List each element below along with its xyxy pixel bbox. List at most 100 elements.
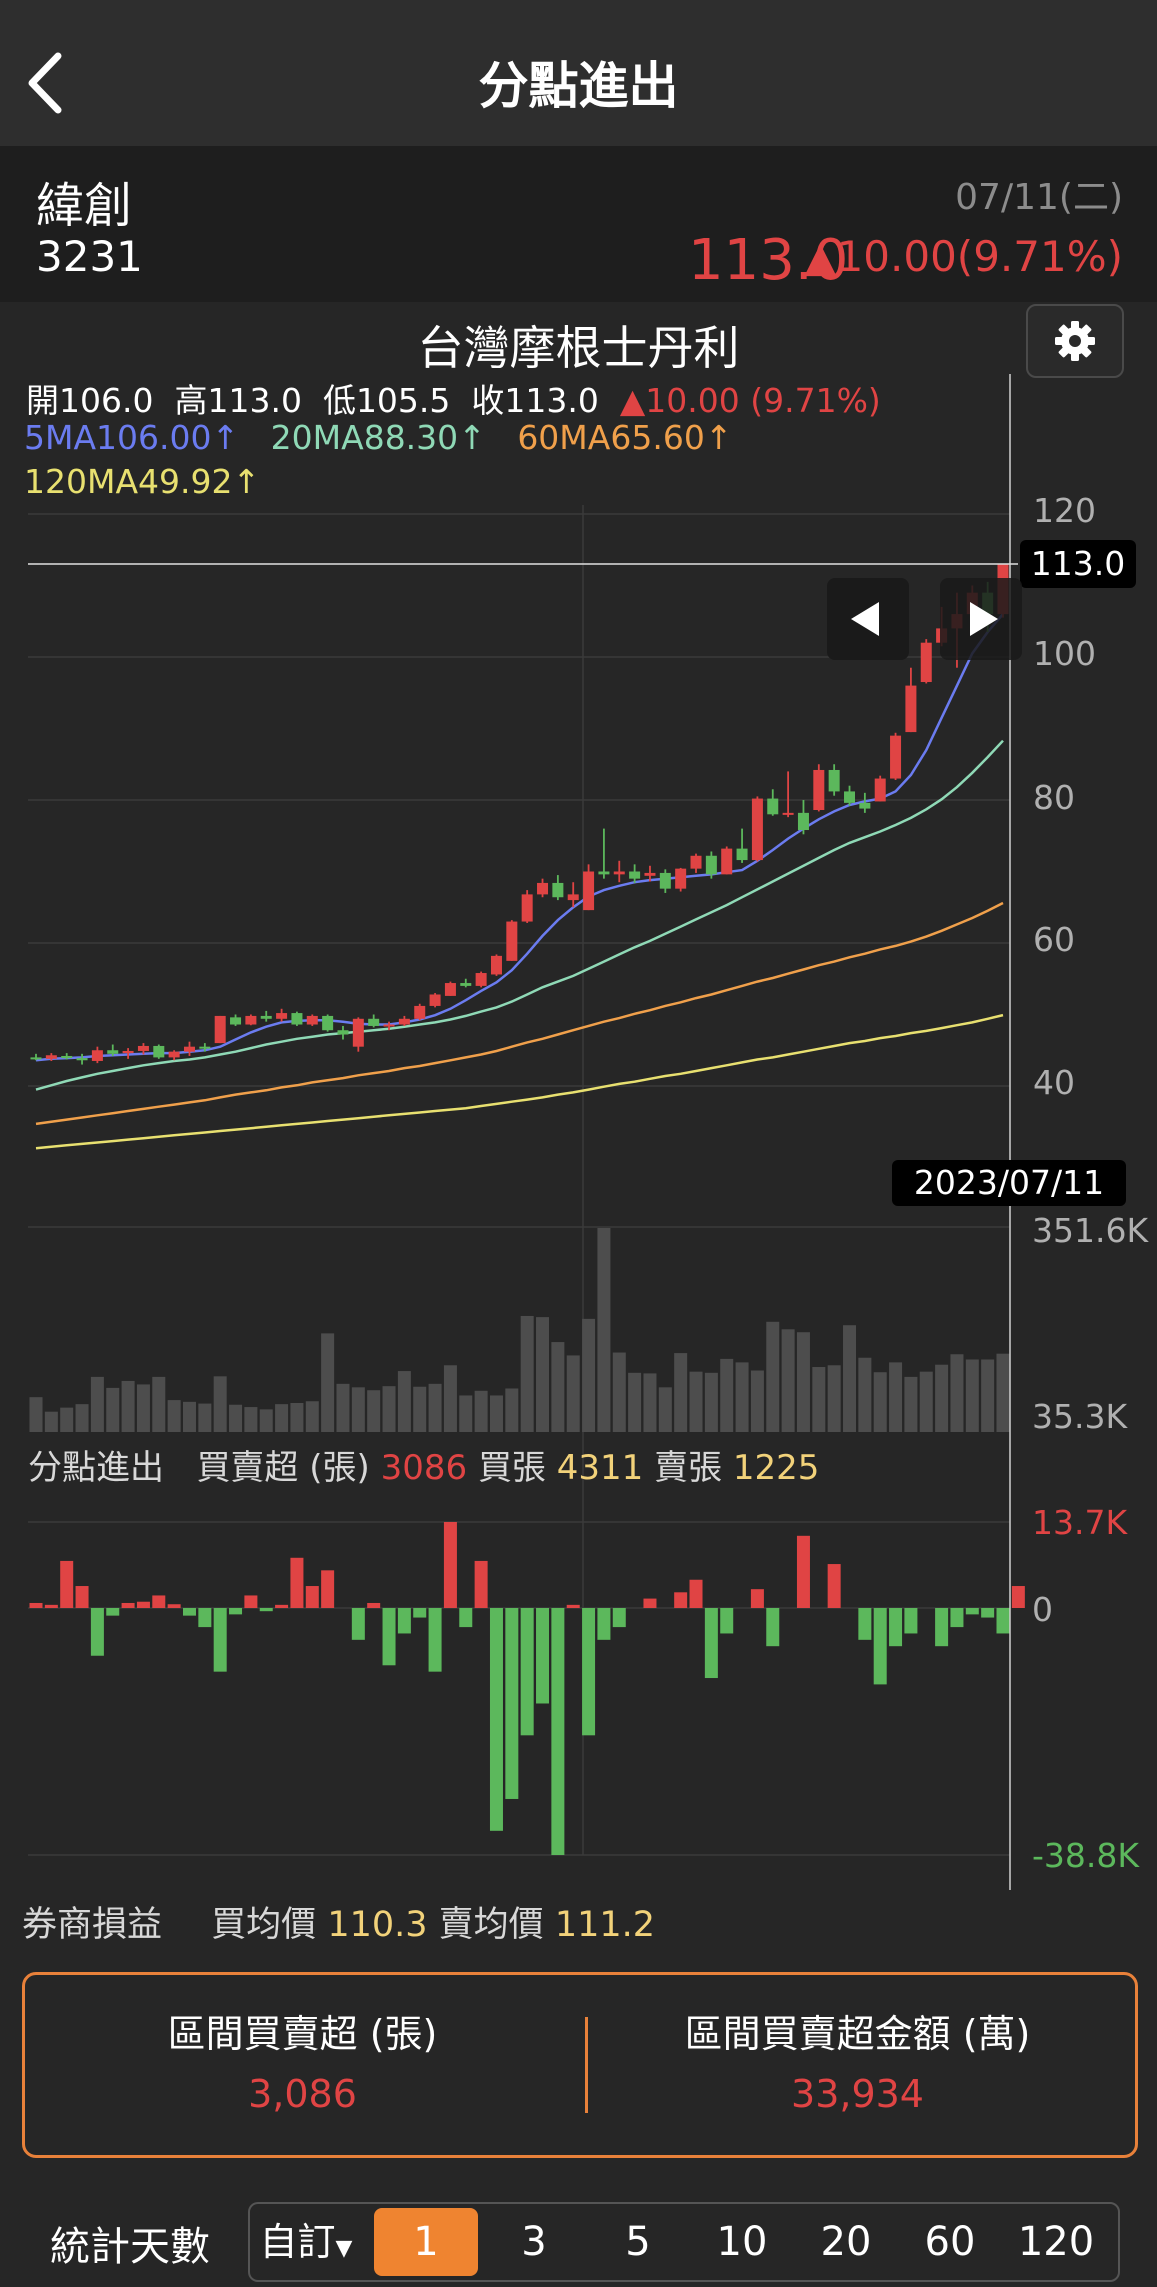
volume-bar — [674, 1353, 688, 1432]
stock-header: 緯創 3231 07/11(二) 113.0 ▲10.00(9.71%) — [0, 146, 1157, 302]
custom-days-dropdown[interactable]: 自訂▼ — [256, 2204, 356, 2280]
volume-bar — [136, 1384, 150, 1432]
interval-net-lots: 區間買賣超 (張) 3,086 — [25, 2003, 580, 2116]
volume-bar — [781, 1329, 795, 1432]
high-value: 113.0 — [207, 381, 302, 420]
volume-bar — [582, 1318, 596, 1432]
volume-bar — [90, 1376, 104, 1432]
netflow-bar — [704, 1608, 718, 1679]
candle-body — [613, 871, 625, 875]
candle — [383, 1021, 395, 1031]
volume-bar — [873, 1372, 887, 1432]
days-option-1[interactable]: 1 — [374, 2208, 478, 2276]
caret-down-icon: ▼ — [335, 2236, 353, 2261]
volume-bar — [796, 1332, 810, 1432]
triangle-right-icon — [970, 602, 998, 636]
candle-body — [245, 1015, 257, 1025]
candle-body — [306, 1015, 318, 1025]
candle — [153, 1044, 165, 1059]
candle-body — [45, 1055, 57, 1059]
netflow-bar — [106, 1608, 120, 1616]
volume-bar — [121, 1380, 135, 1432]
days-option-60[interactable]: 60 — [924, 2219, 976, 2265]
volume-bar — [443, 1365, 457, 1432]
netflow-bar — [443, 1522, 457, 1608]
netflow-bar — [827, 1564, 841, 1608]
volume-bar — [935, 1364, 949, 1432]
volume-bar — [766, 1321, 780, 1432]
volume-bar — [904, 1376, 918, 1432]
candle — [291, 1011, 303, 1026]
volume-bar — [198, 1403, 212, 1432]
custom-days-label: 自訂 — [259, 2220, 336, 2264]
volume-bar — [290, 1402, 304, 1432]
netflow-bar — [796, 1535, 810, 1608]
candle-body — [168, 1051, 180, 1058]
days-option-120[interactable]: 120 — [1017, 2219, 1095, 2265]
volume-bar — [305, 1401, 319, 1432]
quote-date: 07/11(二) — [955, 177, 1123, 218]
sell-lots-value: 1225 — [732, 1448, 820, 1488]
candle — [782, 771, 794, 818]
candle-body — [813, 769, 825, 811]
scroll-left-button[interactable] — [827, 578, 909, 660]
candle-body — [705, 855, 717, 875]
divider — [585, 2017, 588, 2113]
volume-bar — [397, 1371, 411, 1432]
days-option-3[interactable]: 3 — [521, 2219, 547, 2265]
candle — [337, 1025, 349, 1040]
volume-bar — [981, 1359, 995, 1432]
price-axis-40: 40 — [1033, 1063, 1075, 1102]
scroll-right-button[interactable] — [940, 578, 1022, 660]
candle — [567, 882, 579, 908]
netflow-summary: 分點進出 買賣超 (張) 3086 買張 4311 賣張 1225 — [28, 1440, 819, 1489]
candle — [828, 764, 840, 796]
low-value: 105.5 — [355, 381, 451, 420]
netflow-bar — [750, 1589, 764, 1608]
candle-body — [153, 1045, 165, 1058]
candle-body — [199, 1046, 211, 1049]
candle-body — [122, 1050, 134, 1054]
candle — [306, 1014, 318, 1026]
buy-lots-value: 4311 — [556, 1448, 644, 1488]
candle-body — [690, 855, 702, 869]
interval-net-lots-value: 3,086 — [248, 2072, 357, 2116]
netflow-bar — [566, 1604, 580, 1608]
settings-button[interactable] — [1026, 304, 1124, 378]
netflow-bar — [766, 1608, 780, 1647]
candle-body — [567, 894, 579, 901]
price-axis-80: 80 — [1033, 778, 1075, 817]
candle-body — [76, 1058, 88, 1061]
volume-bar — [29, 1397, 43, 1432]
volume-bar — [428, 1383, 442, 1432]
ma5-line — [35, 613, 1004, 1062]
chevron-left-icon[interactable] — [22, 48, 72, 118]
candle — [91, 1046, 103, 1064]
volume-bar — [628, 1372, 642, 1432]
volume-bar — [60, 1407, 74, 1432]
candle — [537, 878, 549, 898]
candle — [429, 993, 441, 1008]
days-option-5[interactable]: 5 — [625, 2219, 651, 2265]
candle — [460, 978, 472, 988]
days-option-20[interactable]: 20 — [820, 2219, 872, 2265]
volume-bar — [413, 1386, 427, 1432]
candle-body — [398, 1018, 410, 1025]
ma-legend-row-2: 120MA49.92↑ — [24, 462, 260, 501]
candle — [490, 954, 502, 976]
candle-body — [368, 1018, 380, 1026]
candle — [675, 867, 687, 892]
candle — [368, 1014, 380, 1028]
netflow-bar — [198, 1608, 212, 1628]
buy-lots-label: 買張 — [477, 1448, 546, 1488]
netflow-bar — [996, 1608, 1010, 1634]
candle — [245, 1014, 257, 1026]
candle-body — [91, 1050, 103, 1061]
netflow-bar — [275, 1604, 289, 1608]
volume-bar — [182, 1401, 196, 1432]
sell-lots-label: 賣張 — [654, 1448, 723, 1488]
candle — [414, 1003, 426, 1021]
days-option-10[interactable]: 10 — [716, 2219, 768, 2265]
ma20-legend: 20MA88.30↑ — [270, 418, 486, 457]
